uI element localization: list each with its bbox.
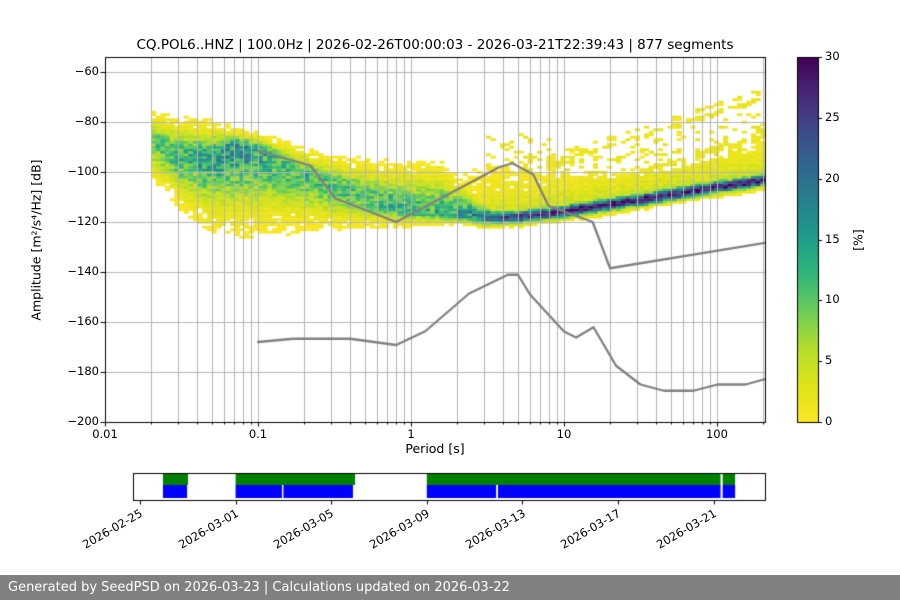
x-tick-label: 100 (705, 427, 728, 441)
x-axis-label: Period [s] (405, 441, 465, 456)
footer-bar: Generated by SeedPSD on 2026-03-23 | Cal… (0, 575, 900, 600)
x-tick-label: 0.1 (248, 427, 268, 441)
x-tick-label: 0.01 (92, 427, 118, 441)
footer-text: Generated by SeedPSD on 2026-03-23 | Cal… (8, 580, 510, 595)
colorbar-tick-label: 20 (825, 170, 840, 185)
y-tick-label: −120 (67, 214, 99, 228)
plot-title: CQ.POL6..HNZ | 100.0Hz | 2026-02-26T00:0… (136, 37, 734, 53)
x-tick-label: 10 (556, 427, 572, 441)
colorbar-tick-label: 30 (825, 49, 840, 63)
y-tick-label: −60 (74, 64, 99, 78)
x-tick-label: 1 (407, 427, 415, 441)
y-axis-label: Amplitude [m²/s⁴/Hz] [dB] (28, 159, 44, 321)
colorbar-tick-label: 25 (825, 109, 840, 124)
y-tick-label: −100 (67, 164, 99, 178)
y-tick-label: −160 (67, 314, 99, 328)
colorbar-tick-label: 5 (825, 353, 833, 368)
colorbar-label: [%] (850, 229, 866, 251)
colorbar-tick-label: 15 (825, 231, 840, 246)
y-tick-label: −80 (74, 114, 99, 128)
y-tick-label: −200 (67, 414, 99, 428)
colorbar-tick-label: 0 (825, 414, 833, 428)
y-tick-label: −140 (67, 264, 99, 278)
colorbar-tick-label: 10 (825, 292, 840, 307)
y-tick-label: −180 (67, 364, 99, 378)
